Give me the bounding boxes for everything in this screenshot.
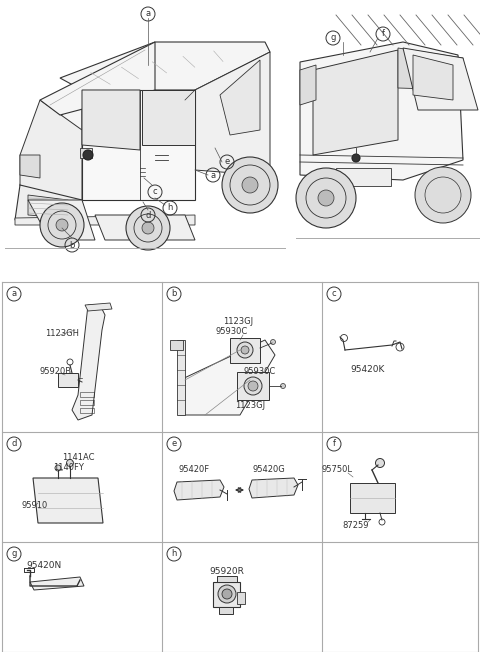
Polygon shape <box>403 48 478 110</box>
Text: a: a <box>12 289 17 299</box>
Polygon shape <box>82 90 195 200</box>
Circle shape <box>242 177 258 193</box>
Circle shape <box>237 342 253 358</box>
Text: e: e <box>224 158 229 166</box>
Text: 95420G: 95420G <box>252 466 286 475</box>
Polygon shape <box>58 373 78 387</box>
Text: 95750L: 95750L <box>322 466 353 475</box>
Circle shape <box>218 585 236 603</box>
Polygon shape <box>60 42 270 90</box>
Circle shape <box>142 222 154 234</box>
Polygon shape <box>230 338 260 363</box>
Bar <box>336 168 391 186</box>
Bar <box>80 408 94 413</box>
Circle shape <box>222 157 278 213</box>
Polygon shape <box>85 303 112 311</box>
Circle shape <box>318 190 334 206</box>
Polygon shape <box>213 582 240 607</box>
Polygon shape <box>413 55 453 100</box>
Text: 1123GH: 1123GH <box>45 329 79 338</box>
Circle shape <box>415 167 471 223</box>
Text: 95920B: 95920B <box>40 368 72 376</box>
Text: c: c <box>153 188 157 196</box>
Circle shape <box>83 150 93 160</box>
Polygon shape <box>15 215 195 225</box>
Circle shape <box>248 381 258 391</box>
Text: f: f <box>382 29 384 38</box>
Text: 95420K: 95420K <box>351 366 385 374</box>
Polygon shape <box>30 577 84 590</box>
Text: 95920R: 95920R <box>210 567 244 576</box>
Text: 1123GJ: 1123GJ <box>235 400 265 409</box>
Polygon shape <box>20 90 82 210</box>
Text: a: a <box>210 171 216 179</box>
Polygon shape <box>20 100 82 210</box>
Polygon shape <box>28 195 68 218</box>
Polygon shape <box>249 478 298 498</box>
Text: h: h <box>168 203 173 213</box>
Circle shape <box>352 154 360 162</box>
Circle shape <box>375 458 384 467</box>
Text: e: e <box>171 439 177 449</box>
Polygon shape <box>33 478 103 523</box>
Text: 95420F: 95420F <box>179 466 210 475</box>
Polygon shape <box>80 148 92 158</box>
Text: h: h <box>171 550 177 559</box>
Circle shape <box>296 168 356 228</box>
Polygon shape <box>20 155 40 178</box>
Text: f: f <box>333 439 336 449</box>
Polygon shape <box>237 372 269 400</box>
Polygon shape <box>95 215 195 240</box>
Circle shape <box>280 383 286 389</box>
Polygon shape <box>237 592 245 604</box>
Bar <box>80 392 94 397</box>
Polygon shape <box>300 65 316 105</box>
Polygon shape <box>219 607 233 614</box>
Text: b: b <box>69 241 75 250</box>
Text: 1123GJ: 1123GJ <box>223 318 253 327</box>
Text: 95910: 95910 <box>21 501 47 509</box>
Circle shape <box>271 340 276 344</box>
Text: b: b <box>171 289 177 299</box>
Text: 95420N: 95420N <box>26 561 61 570</box>
Text: d: d <box>145 211 151 220</box>
Text: 87259: 87259 <box>342 520 369 529</box>
Bar <box>80 400 94 405</box>
Text: 95930C: 95930C <box>243 368 275 376</box>
Circle shape <box>241 346 249 354</box>
Polygon shape <box>28 200 95 240</box>
Circle shape <box>40 203 84 247</box>
Polygon shape <box>313 50 398 155</box>
Polygon shape <box>82 90 140 150</box>
Polygon shape <box>217 576 237 582</box>
Text: 95930C: 95930C <box>215 327 247 336</box>
Text: c: c <box>332 289 336 299</box>
Polygon shape <box>350 483 395 513</box>
Text: d: d <box>12 439 17 449</box>
Circle shape <box>222 589 232 599</box>
Polygon shape <box>300 42 463 180</box>
Polygon shape <box>174 480 224 500</box>
Circle shape <box>67 460 73 466</box>
Polygon shape <box>177 340 185 415</box>
Circle shape <box>244 377 262 395</box>
Polygon shape <box>142 90 195 145</box>
Text: 1140FY: 1140FY <box>53 464 84 473</box>
Polygon shape <box>170 340 183 350</box>
Text: g: g <box>330 33 336 42</box>
Polygon shape <box>180 340 275 415</box>
Text: a: a <box>145 10 151 18</box>
Polygon shape <box>220 60 260 135</box>
Circle shape <box>126 206 170 250</box>
Polygon shape <box>40 42 155 115</box>
Polygon shape <box>15 185 82 220</box>
Circle shape <box>56 219 68 231</box>
Text: 1141AC: 1141AC <box>62 454 95 462</box>
Polygon shape <box>185 52 270 175</box>
Polygon shape <box>398 48 463 90</box>
Polygon shape <box>72 305 105 420</box>
Circle shape <box>55 465 61 471</box>
Text: g: g <box>12 550 17 559</box>
